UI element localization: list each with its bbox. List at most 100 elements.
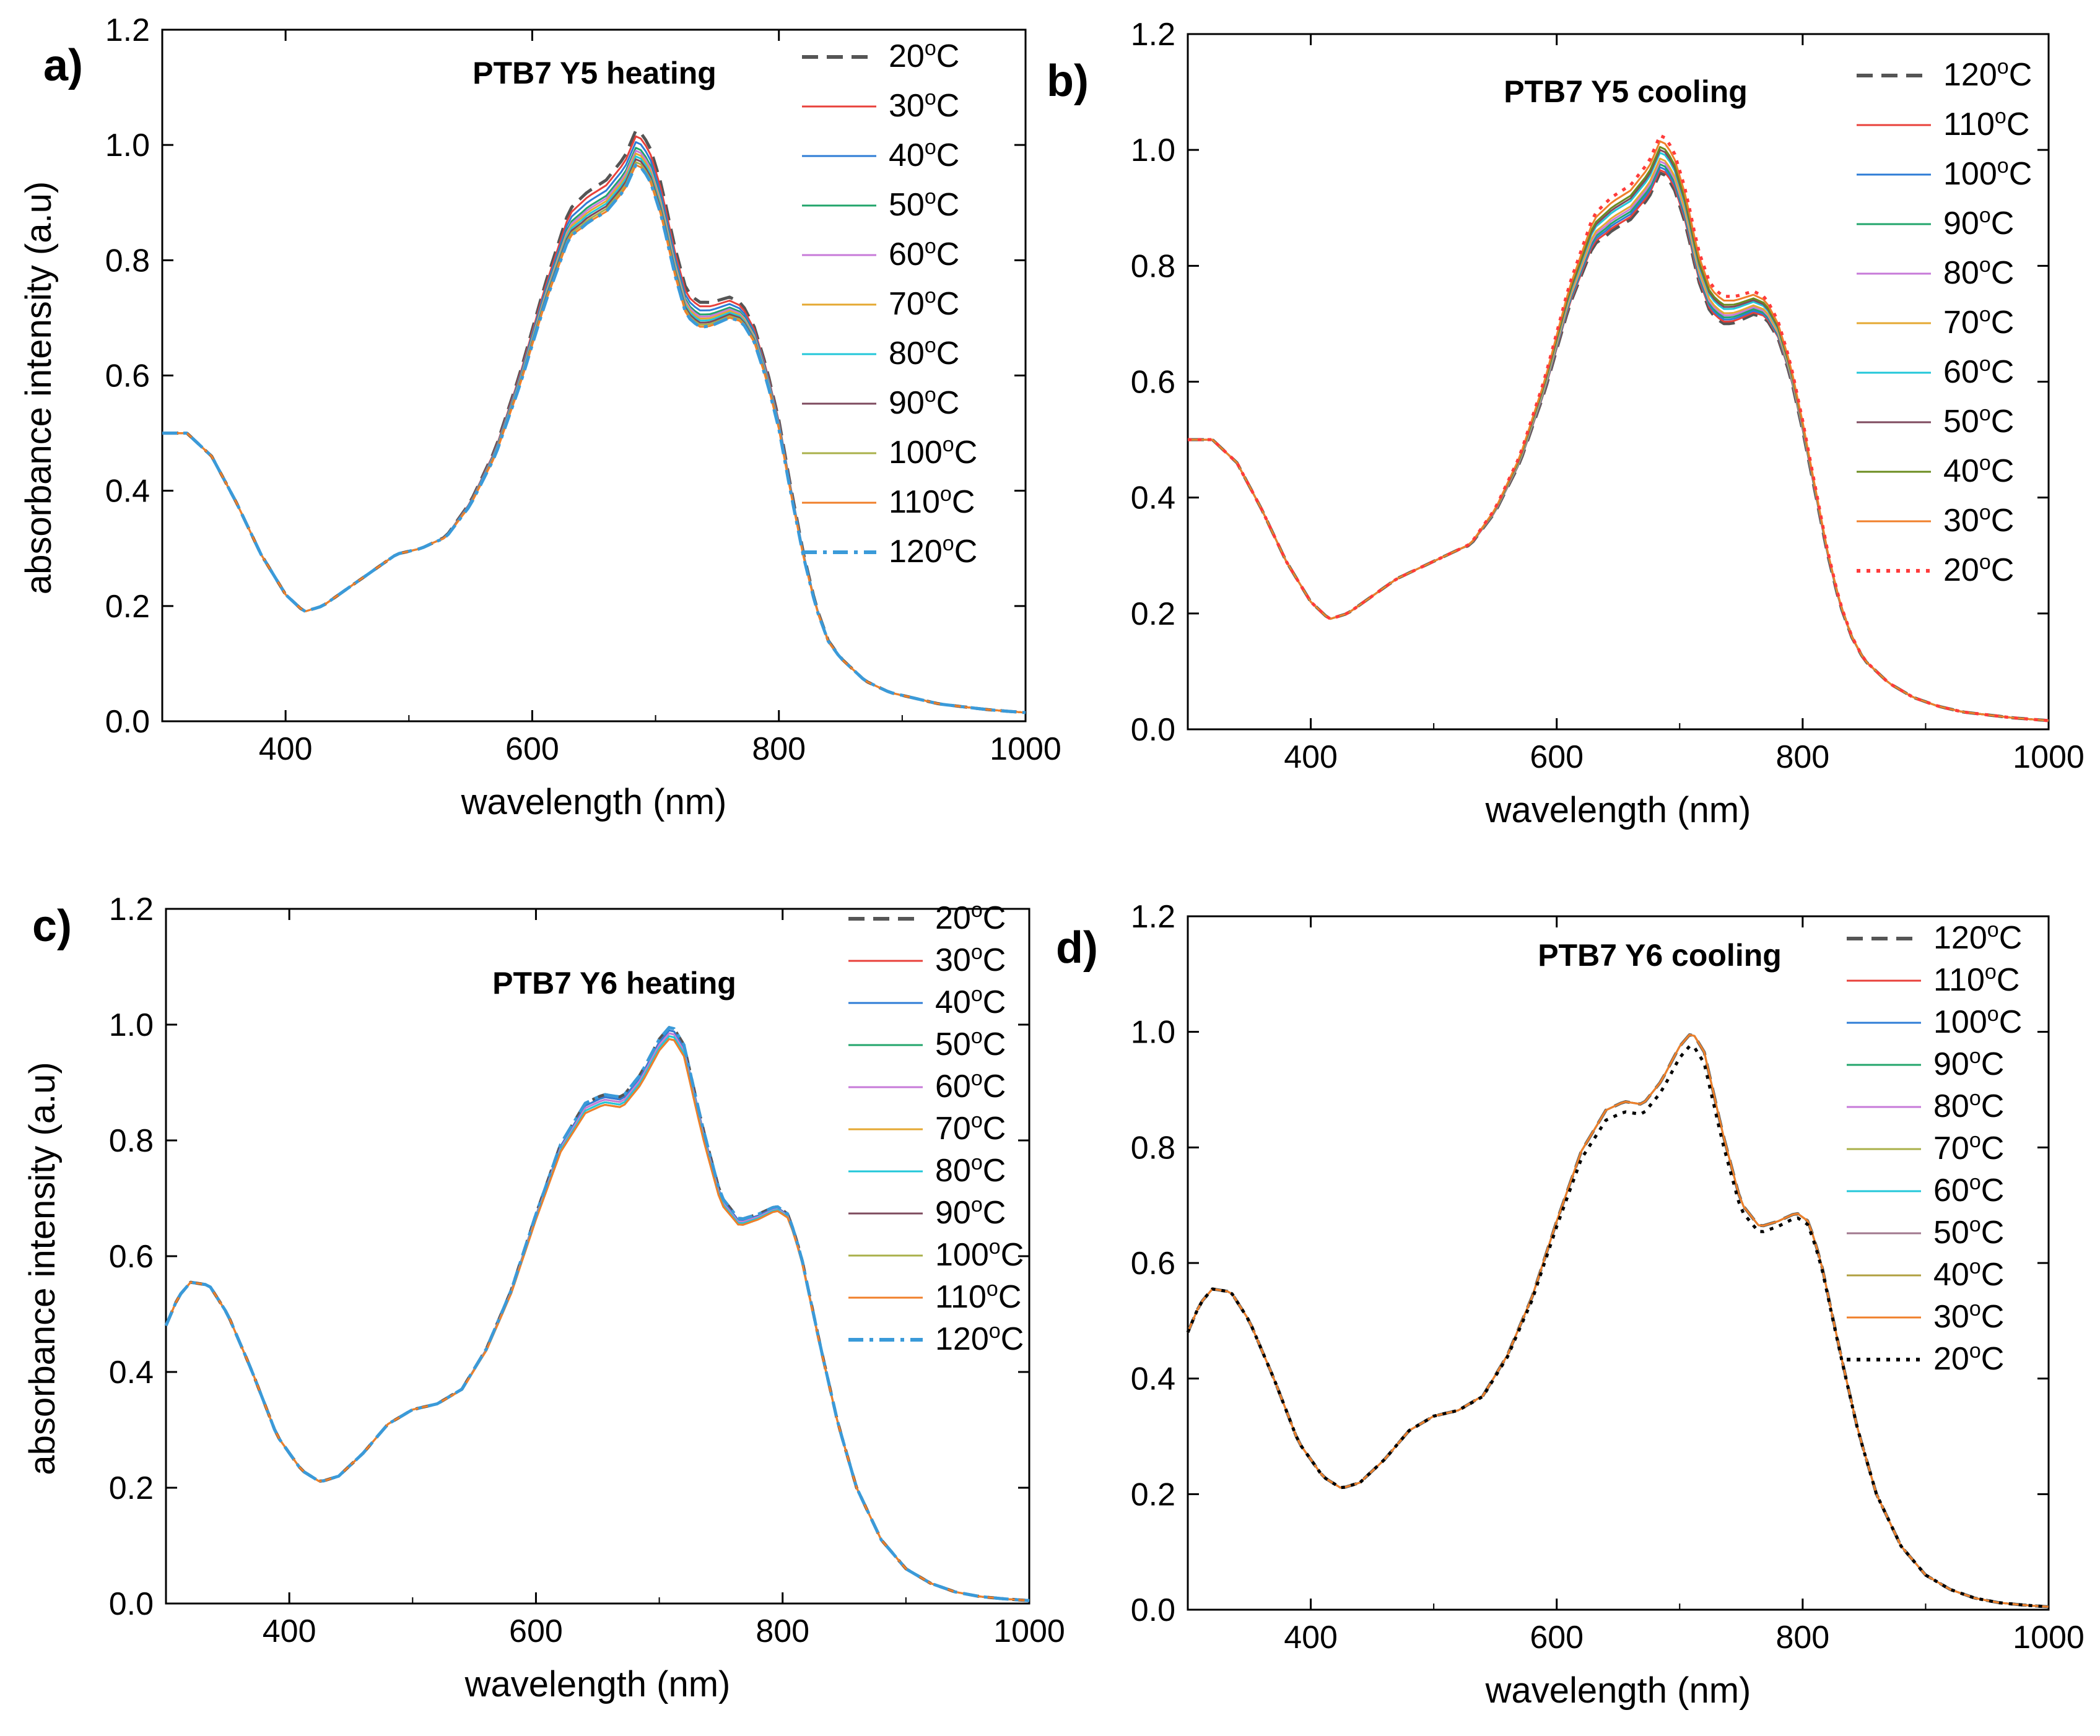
series-line (1186, 1044, 2049, 1608)
legend-label: 20oC (889, 37, 959, 74)
series-line (1188, 163, 2049, 722)
legend-label: 20oC (935, 898, 1006, 936)
series-line (1188, 169, 2049, 722)
x-tick-label: 400 (1284, 1620, 1338, 1656)
y-tick-label: 1.0 (105, 128, 150, 163)
y-tick-label: 1.0 (1131, 1015, 1175, 1051)
x-tick-label: 800 (752, 731, 806, 767)
series-group (164, 1026, 1030, 1602)
legend-label: 80oC (889, 334, 959, 371)
legend-label: 30oC (889, 86, 959, 124)
legend-label: 40oC (1943, 451, 2014, 489)
series-line (162, 163, 1026, 714)
x-axis-title: wavelength (nm) (461, 782, 727, 822)
series-line (164, 1026, 1030, 1602)
series-line (1188, 140, 2049, 722)
series-line (1188, 152, 2049, 722)
legend-label: 100oC (889, 433, 977, 471)
x-tick-label: 400 (259, 731, 313, 767)
series-line (165, 1038, 1030, 1602)
legend-label: 40oC (1933, 1255, 2004, 1293)
y-tick-label: 0.4 (105, 474, 150, 510)
x-tick-label: 1000 (993, 1613, 1065, 1649)
y-tick-label: 1.2 (105, 12, 150, 48)
series-line (1188, 145, 2049, 722)
series-group (1186, 1033, 2049, 1608)
legend-label: 60oC (889, 235, 959, 272)
y-axis-title: absorbance intensity (a.u) (19, 181, 59, 594)
y-tick-label: 0.2 (1131, 596, 1175, 632)
series-line (165, 1029, 1030, 1602)
series-group (162, 129, 1026, 714)
panel-title: PTB7 Y5 cooling (1504, 74, 1748, 109)
y-tick-label: 0.6 (1131, 365, 1175, 401)
legend-label: 60oC (1933, 1171, 2004, 1209)
legend-label: 50oC (889, 185, 959, 223)
x-tick-label: 400 (1284, 739, 1338, 775)
legend-label: 60oC (1943, 352, 2014, 390)
legend: 20oC 30oC 40oC 50oC 60oC 70oC 80oC 90oC 100oC 110… (802, 37, 977, 570)
x-tick-label: 600 (1530, 739, 1584, 775)
y-axis-title: absorbance intensity (a.u) (22, 1062, 63, 1475)
legend-label: 70oC (889, 284, 959, 322)
y-tick-label: 1.2 (1131, 899, 1175, 935)
series-line (162, 141, 1026, 714)
panel-1: 400 600 800 1000 0.0 0.2 0.4 0.6 0.8 1.0 1.2 wavele… (19, 12, 1061, 822)
series-line (1187, 1033, 2049, 1608)
x-tick-label: 800 (1775, 1620, 1829, 1656)
legend-label: 100oC (1943, 154, 2032, 192)
legend-label: 120oC (889, 532, 977, 570)
legend-label: 30oC (1943, 501, 2014, 539)
y-tick-label: 0.8 (109, 1123, 154, 1159)
legend-label: 70oC (935, 1109, 1006, 1147)
plot-frame (1187, 33, 2050, 731)
legend-label: 100oC (935, 1235, 1024, 1273)
x-tick-label: 800 (756, 1613, 809, 1649)
legend-label: 50oC (935, 1025, 1006, 1062)
y-tick-label: 0.2 (109, 1470, 154, 1506)
legend-label: 110oC (935, 1277, 1021, 1315)
series-line (1187, 1033, 2049, 1608)
legend-label: 120oC (935, 1319, 1024, 1357)
panel-letter: c) (32, 901, 72, 951)
x-tick-label: 600 (1530, 1620, 1584, 1656)
x-tick-label: 1000 (2013, 1620, 2085, 1656)
plot-frame (1187, 915, 2050, 1611)
legend-label: 90oC (1943, 204, 2014, 241)
y-tick-label: 1.0 (109, 1007, 154, 1043)
y-tick-label: 0.8 (1131, 1130, 1175, 1166)
panel-2: 400 600 800 1000 0.0 0.2 0.4 0.6 0.8 1.0 1.2 wavele… (1047, 17, 2085, 830)
panel-title: PTB7 Y5 heating (473, 56, 717, 90)
panel-title: PTB7 Y6 heating (492, 966, 736, 1000)
legend-label: 80oC (1943, 253, 2014, 291)
legend-label: 30oC (1933, 1297, 2004, 1335)
y-tick-label: 0.2 (1131, 1477, 1175, 1512)
legend-label: 80oC (935, 1151, 1006, 1189)
panel-4: 400 600 800 1000 0.0 0.2 0.4 0.6 0.8 1.0 1.2 wavele… (1056, 899, 2085, 1711)
series-line (162, 149, 1026, 714)
series-line (162, 147, 1026, 714)
legend-label: 110oC (1933, 960, 2019, 998)
panel-letter: a) (43, 41, 83, 90)
legend-label: 120oC (1943, 55, 2032, 93)
series-line (1188, 157, 2049, 722)
series-line (1187, 1033, 2049, 1608)
series-line (165, 1035, 1030, 1602)
y-tick-label: 0.6 (105, 358, 150, 394)
x-axis-title: wavelength (nm) (1485, 790, 1751, 830)
legend-label: 60oC (935, 1067, 1006, 1105)
series-line (1186, 1033, 2049, 1608)
legend-label: 20oC (1943, 550, 2014, 588)
legend-label: 110oC (1943, 105, 2029, 142)
series-group (1188, 134, 2049, 723)
series-line (1188, 149, 2049, 722)
series-line (165, 1038, 1030, 1602)
y-tick-label: 0.0 (105, 704, 150, 740)
y-tick-label: 0.8 (1131, 248, 1175, 284)
y-tick-label: 0.6 (109, 1239, 154, 1275)
y-tick-label: 0.0 (1131, 712, 1175, 748)
legend-label: 100oC (1933, 1002, 2022, 1040)
series-line (1187, 1033, 2049, 1608)
legend-label: 120oC (1933, 918, 2022, 956)
legend-label: 70oC (1943, 303, 2014, 341)
